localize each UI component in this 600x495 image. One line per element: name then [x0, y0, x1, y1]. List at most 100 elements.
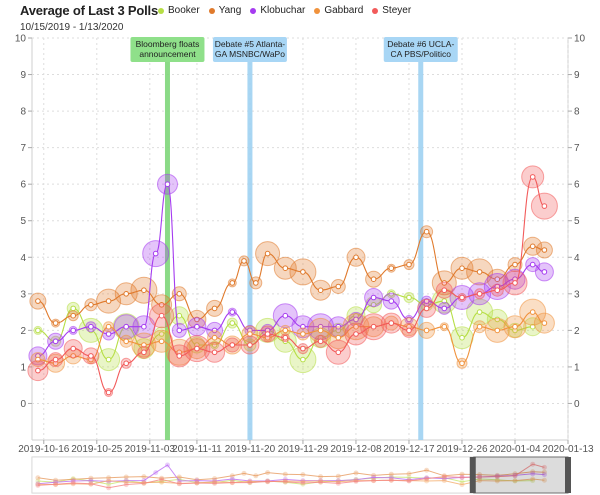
- data-point: [353, 316, 359, 323]
- legend-item[interactable]: Gabbard: [314, 5, 363, 16]
- navigator-point: [424, 476, 430, 482]
- x-tick-label: 2019-10-16: [18, 444, 70, 455]
- y-tick-label-right: 2: [574, 326, 580, 337]
- data-point: [476, 291, 483, 297]
- navigator-point: [541, 472, 547, 478]
- navigator-point: [388, 477, 394, 483]
- navigator-point: [141, 474, 147, 480]
- navigator-point: [141, 480, 147, 486]
- legend-item[interactable]: Steyer: [372, 5, 411, 16]
- navigator-point: [318, 474, 324, 480]
- data-point: [335, 283, 342, 290]
- navigator-point: [229, 473, 235, 479]
- navigator-point: [353, 478, 359, 484]
- annotation-line: [247, 62, 253, 440]
- legend-marker: [158, 7, 164, 14]
- y-tick-label-left: 7: [20, 143, 26, 154]
- navigator-point: [70, 481, 76, 487]
- data-point: [35, 327, 41, 334]
- data-point: [123, 291, 129, 297]
- annotation-box: [212, 37, 287, 62]
- data-point: [158, 331, 165, 337]
- annotation-label: announcement: [139, 49, 196, 59]
- navigator-point: [212, 476, 218, 482]
- y-tick-label-right: 7: [574, 143, 580, 154]
- data-point: [70, 312, 76, 319]
- x-tick-label: 2019-11-29: [278, 444, 329, 455]
- y-tick-label-right: 10: [574, 34, 586, 45]
- data-point: [176, 291, 183, 297]
- y-tick-label-left: 4: [20, 253, 26, 264]
- navigator-point: [141, 478, 147, 484]
- navigator-point: [241, 470, 247, 476]
- navigator-point: [477, 472, 483, 478]
- data-point: [105, 389, 112, 396]
- data-point: [370, 294, 377, 301]
- navigator-point: [123, 482, 129, 488]
- y-tick-label-right: 3: [574, 289, 580, 300]
- navigator-point: [106, 485, 112, 491]
- data-point: [441, 305, 448, 312]
- annotation-box: [383, 37, 458, 62]
- annotation-label: Debate #5 Atlanta-: [215, 39, 286, 49]
- series-steyer: [27, 165, 558, 397]
- legend-item[interactable]: Klobuchar: [250, 5, 305, 16]
- data-point: [529, 174, 536, 180]
- navigator-point: [353, 470, 359, 476]
- navigator-point: [153, 470, 159, 476]
- data-point: [300, 269, 306, 275]
- legend-marker: [372, 7, 379, 14]
- navigator-point: [494, 474, 500, 480]
- data-point: [123, 323, 129, 330]
- navigator-point: [441, 476, 447, 482]
- y-tick-label-right: 9: [574, 70, 580, 81]
- data-point: [88, 323, 94, 330]
- navigator-point: [541, 477, 547, 483]
- data-point: [459, 265, 465, 272]
- data-point: [194, 345, 200, 352]
- legend-item[interactable]: Booker: [158, 5, 200, 16]
- data-point: [123, 338, 129, 345]
- data-point: [282, 312, 289, 319]
- navigator-point: [194, 478, 200, 484]
- data-point: [176, 312, 183, 319]
- navigator-point: [530, 471, 536, 477]
- data-point: [476, 323, 483, 330]
- data-point: [388, 265, 395, 272]
- data-point: [370, 323, 377, 330]
- data-point: [353, 254, 359, 261]
- navigator[interactable]: [31, 456, 571, 494]
- data-point: [353, 331, 359, 337]
- data-point: [388, 298, 395, 304]
- data-point: [317, 338, 324, 345]
- data-point: [229, 342, 236, 348]
- y-tick-label-right: 6: [574, 180, 580, 191]
- data-point: [229, 280, 236, 286]
- data-point: [459, 334, 465, 341]
- y-tick-label-left: 9: [20, 70, 26, 81]
- data-point: [512, 261, 518, 268]
- y-tick-label-right: 1: [574, 362, 580, 373]
- data-point: [459, 360, 465, 367]
- navigator-unselected: [32, 457, 474, 493]
- data-point: [512, 323, 518, 330]
- navigator-point: [35, 478, 41, 484]
- data-point: [406, 261, 412, 268]
- x-tick-label: 2019-12-26: [436, 444, 488, 455]
- navigator-point: [406, 474, 412, 480]
- navigator-handle-left: [469, 457, 476, 493]
- x-axis: 2019-10-16 2019-10-25 2019-11-032019-11-11…: [18, 440, 594, 455]
- navigator-series: [37, 478, 545, 486]
- navigator-point: [212, 480, 218, 486]
- legend-marker: [208, 7, 215, 14]
- y-tick-label-right: 8: [574, 107, 580, 118]
- navigator-point: [424, 467, 430, 473]
- navigator-point: [253, 473, 259, 479]
- legend-item[interactable]: Yang: [208, 5, 241, 16]
- y-tick-label-right: 5: [574, 216, 580, 227]
- navigator-point: [123, 474, 129, 480]
- navigator-point: [106, 481, 112, 487]
- data-point: [541, 269, 548, 275]
- navigator-point: [88, 475, 94, 481]
